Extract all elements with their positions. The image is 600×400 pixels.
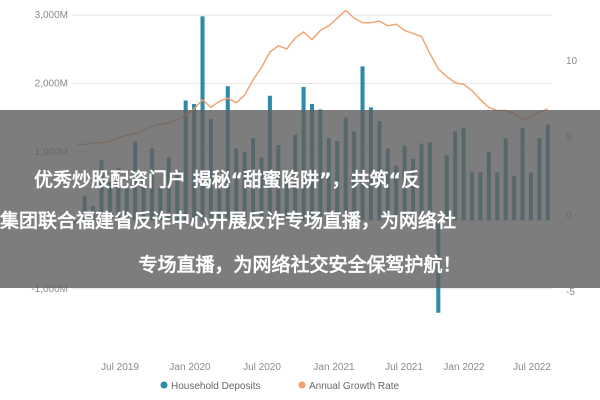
right-tick-label: -5: [566, 287, 575, 298]
legend-label-household-deposits: Household Deposits: [171, 381, 261, 392]
x-tick-label: Jul 2020: [243, 362, 281, 373]
x-tick-label: Jul 2019: [101, 362, 139, 373]
legend-label-annual-growth-rate: Annual Growth Rate: [309, 381, 399, 392]
x-tick-label: Jan 2020: [169, 362, 211, 373]
legend-swatch-annual-growth-rate: [298, 381, 306, 389]
x-axis-ticks: Jul 2019 Jan 2020 Jul 2020 Jan 2021 Jul 2021…: [101, 362, 551, 373]
overlay-headline-line-3: 专场直播，为网络社交安全保驾护航！: [138, 254, 462, 276]
legend-swatch-household-deposits: [160, 381, 168, 389]
left-tick-label: 3,000M: [35, 10, 68, 21]
overlay-headline-line-2: 集团联合福建省反诈中心开展反诈专场直播，为网络社: [0, 210, 457, 232]
left-tick-label: 2,000M: [35, 78, 68, 89]
right-tick-label: 10: [566, 56, 578, 67]
x-tick-label: Jan 2022: [443, 362, 485, 373]
overlay-headline-line-1: 优秀炒股配资门户 揭秘“甜蜜陷阱”，共筑“反: [34, 169, 421, 191]
left-tick-label: -1,000M: [31, 284, 68, 295]
x-tick-label: Jul 2022: [513, 362, 551, 373]
promo-overlay-band: [0, 110, 600, 288]
x-tick-label: Jul 2021: [385, 362, 423, 373]
x-tick-label: Jan 2021: [313, 362, 355, 373]
legend: Household Deposits Annual Growth Rate: [160, 381, 399, 392]
